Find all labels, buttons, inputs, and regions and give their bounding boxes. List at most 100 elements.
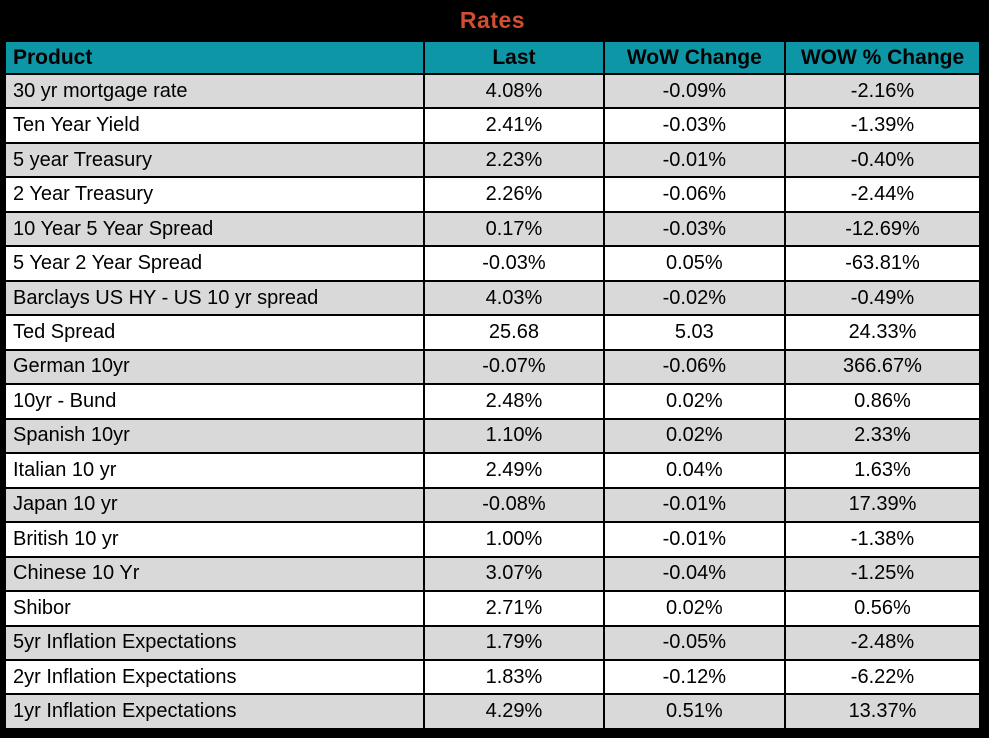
table-row: Spanish 10yr 1.10% 0.02% 2.33% [3,417,982,455]
cell-product: Ted Spread [3,314,426,351]
title-bar: Rates [4,0,981,40]
cell-product: 5 year Treasury [3,141,426,179]
cell-product: 2 Year Treasury [3,176,426,213]
cell-wow-change: -0.12% [602,658,786,696]
cell-wow-pct-change: -2.16% [783,72,982,110]
cell-last: 4.08% [423,72,605,110]
table-row: 30 yr mortgage rate 4.08% -0.09% -2.16% [3,72,982,110]
cell-wow-pct-change: -2.48% [783,624,982,661]
column-header-wow-change: WoW Change [602,40,786,75]
cell-wow-pct-change: -1.38% [783,521,982,558]
table-header-row: Product Last WoW Change WOW % Change [3,40,982,75]
cell-wow-change: 0.05% [602,245,786,282]
cell-last: 0.17% [423,210,605,248]
cell-product: 10yr - Bund [3,383,426,420]
cell-wow-pct-change: 0.56% [783,590,982,627]
cell-product: Ten Year Yield [3,107,426,144]
cell-last: 1.00% [423,521,605,558]
table-row: Ted Spread 25.68 5.03 24.33% [3,314,982,351]
cell-wow-change: 0.02% [602,417,786,455]
cell-wow-pct-change: -0.49% [783,279,982,317]
cell-wow-pct-change: 2.33% [783,417,982,455]
cell-wow-change: -0.04% [602,555,786,593]
cell-last: -0.07% [423,348,605,386]
table-row: British 10 yr 1.00% -0.01% -1.38% [3,521,982,558]
table-row: 2 Year Treasury 2.26% -0.06% -2.44% [3,176,982,213]
cell-wow-change: -0.09% [602,72,786,110]
cell-product: German 10yr [3,348,426,386]
cell-wow-change: -0.02% [602,279,786,317]
cell-product: Italian 10 yr [3,452,426,489]
cell-wow-pct-change: 1.63% [783,452,982,489]
cell-wow-change: -0.06% [602,348,786,386]
cell-wow-pct-change: -6.22% [783,658,982,696]
cell-last: 2.26% [423,176,605,213]
table-row: Shibor 2.71% 0.02% 0.56% [3,590,982,627]
cell-wow-pct-change: 0.86% [783,383,982,420]
cell-wow-pct-change: 13.37% [783,693,982,730]
cell-wow-pct-change: 17.39% [783,486,982,524]
cell-product: Spanish 10yr [3,417,426,455]
cell-product: Japan 10 yr [3,486,426,524]
table-row: Italian 10 yr 2.49% 0.04% 1.63% [3,452,982,489]
table-row: 1yr Inflation Expectations 4.29% 0.51% 1… [3,693,982,730]
cell-wow-pct-change: -63.81% [783,245,982,282]
cell-product: Barclays US HY - US 10 yr spread [3,279,426,317]
cell-wow-change: 5.03 [602,314,786,351]
table-row: Japan 10 yr -0.08% -0.01% 17.39% [3,486,982,524]
cell-product: 5yr Inflation Expectations [3,624,426,661]
cell-wow-change: -0.01% [602,486,786,524]
cell-last: 25.68 [423,314,605,351]
cell-product: 2yr Inflation Expectations [3,658,426,696]
cell-wow-change: -0.01% [602,521,786,558]
cell-wow-pct-change: -2.44% [783,176,982,213]
column-header-wow-pct-change: WOW % Change [783,40,982,75]
table-row: 5 Year 2 Year Spread -0.03% 0.05% -63.81… [3,245,982,282]
cell-last: 2.49% [423,452,605,489]
table-row: 10 Year 5 Year Spread 0.17% -0.03% -12.6… [3,210,982,248]
cell-wow-change: 0.02% [602,383,786,420]
table-row: 10yr - Bund 2.48% 0.02% 0.86% [3,383,982,420]
cell-last: 2.41% [423,107,605,144]
cell-product: 30 yr mortgage rate [3,72,426,110]
cell-wow-change: -0.03% [602,210,786,248]
column-header-product: Product [3,40,426,75]
cell-wow-change: 0.51% [602,693,786,730]
table-row: 5 year Treasury 2.23% -0.01% -0.40% [3,141,982,179]
cell-wow-pct-change: -0.40% [783,141,982,179]
cell-last: -0.08% [423,486,605,524]
cell-wow-change: -0.05% [602,624,786,661]
table-row: Chinese 10 Yr 3.07% -0.04% -1.25% [3,555,982,593]
cell-product: British 10 yr [3,521,426,558]
cell-wow-change: 0.02% [602,590,786,627]
cell-wow-pct-change: 366.67% [783,348,982,386]
cell-wow-change: -0.01% [602,141,786,179]
cell-wow-change: -0.03% [602,107,786,144]
cell-last: 2.23% [423,141,605,179]
cell-last: 4.03% [423,279,605,317]
table-row: 2yr Inflation Expectations 1.83% -0.12% … [3,658,982,696]
cell-product: Chinese 10 Yr [3,555,426,593]
column-header-last: Last [423,40,605,75]
cell-product: 10 Year 5 Year Spread [3,210,426,248]
table-row: 5yr Inflation Expectations 1.79% -0.05% … [3,624,982,661]
cell-product: 1yr Inflation Expectations [3,693,426,730]
cell-wow-pct-change: -12.69% [783,210,982,248]
cell-wow-pct-change: -1.25% [783,555,982,593]
cell-last: -0.03% [423,245,605,282]
cell-product: 5 Year 2 Year Spread [3,245,426,282]
cell-last: 2.48% [423,383,605,420]
table-row: German 10yr -0.07% -0.06% 366.67% [3,348,982,386]
cell-wow-pct-change: -1.39% [783,107,982,144]
cell-last: 1.79% [423,624,605,661]
table-row: Ten Year Yield 2.41% -0.03% -1.39% [3,107,982,144]
page-title: Rates [459,6,526,33]
cell-wow-change: -0.06% [602,176,786,213]
rates-table: Product Last WoW Change WOW % Change 30 … [3,40,982,730]
cell-product: Shibor [3,590,426,627]
cell-last: 1.83% [423,658,605,696]
cell-last: 3.07% [423,555,605,593]
cell-wow-pct-change: 24.33% [783,314,982,351]
cell-last: 1.10% [423,417,605,455]
